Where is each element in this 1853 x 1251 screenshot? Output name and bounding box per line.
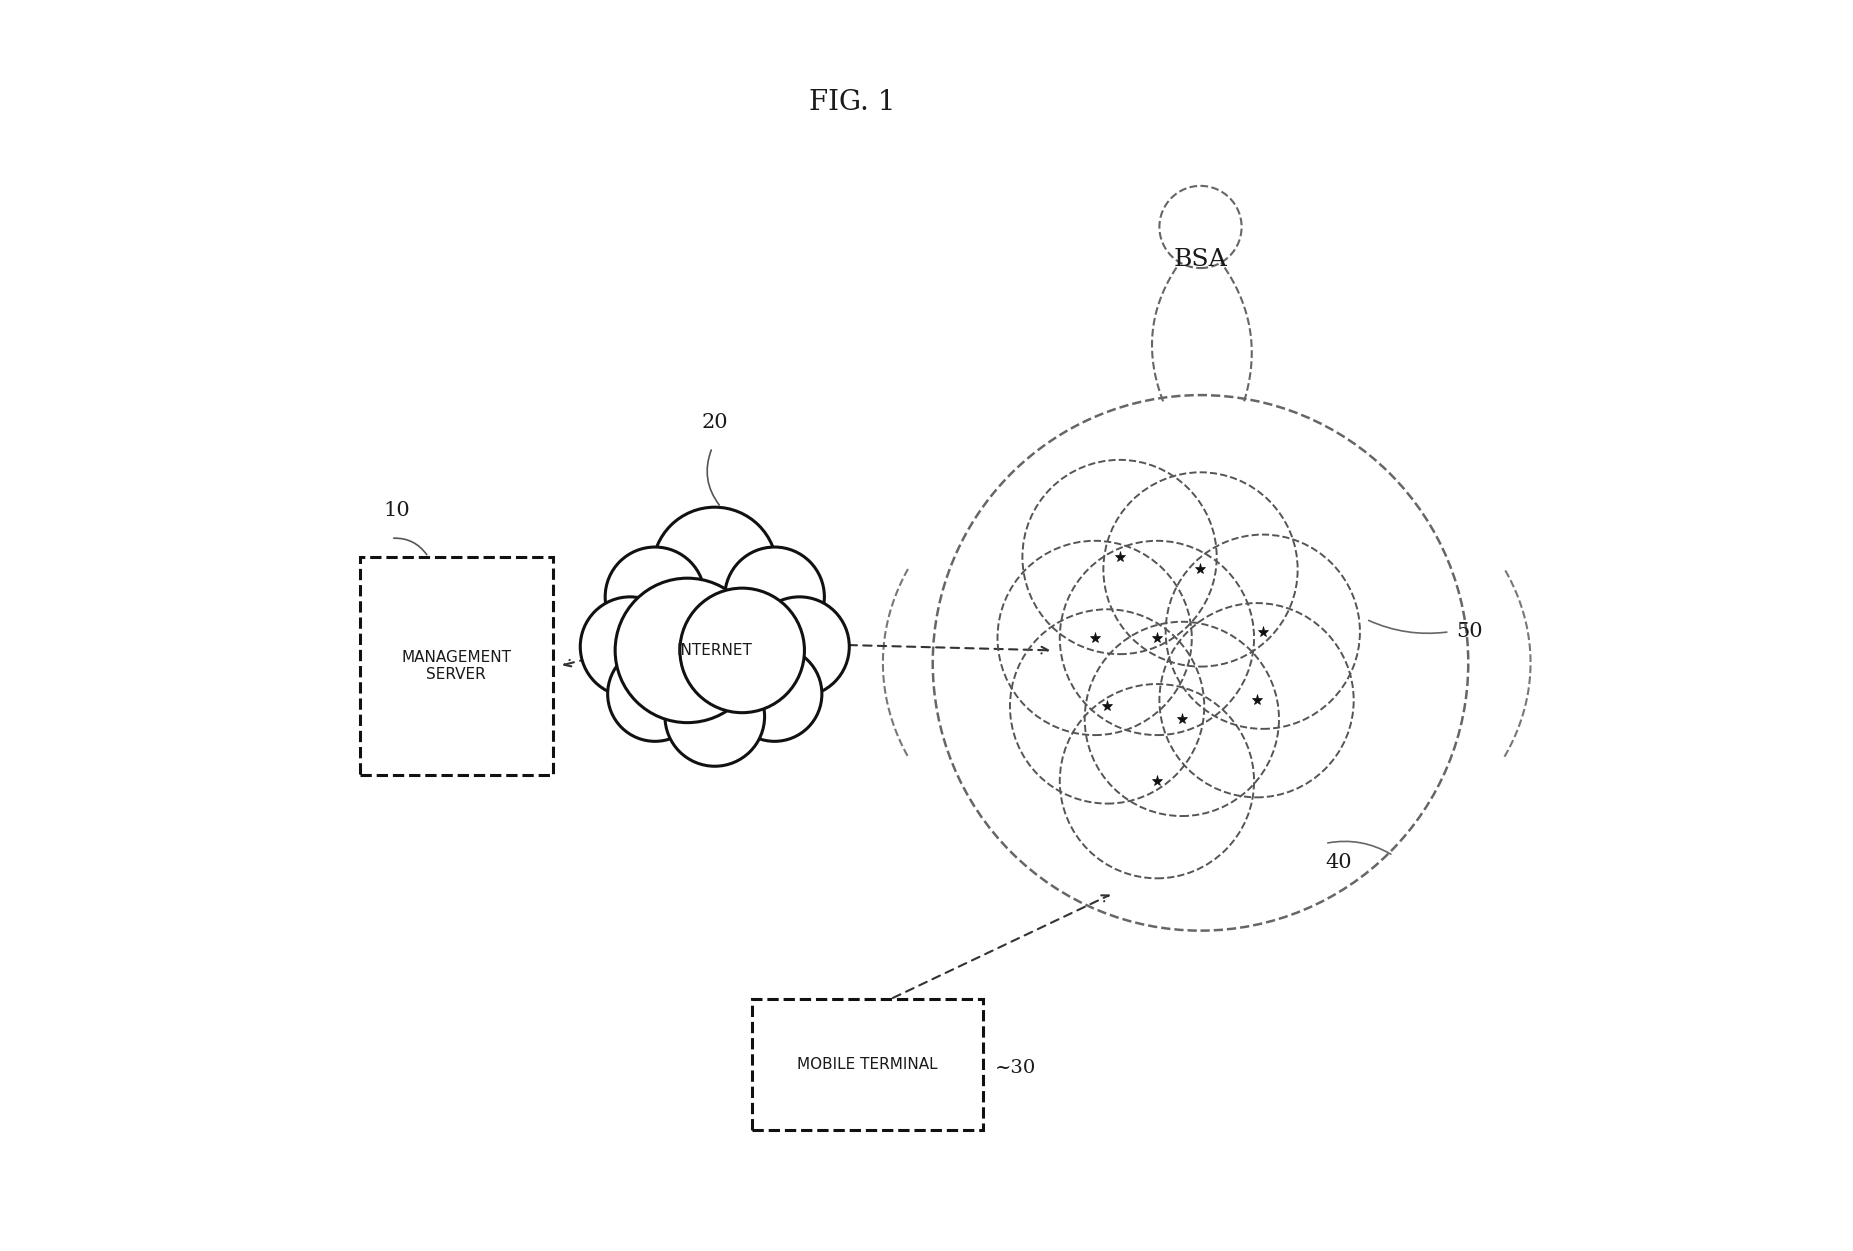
Text: INTERNET: INTERNET bbox=[676, 643, 752, 658]
Text: FIG. 1: FIG. 1 bbox=[808, 89, 895, 116]
FancyBboxPatch shape bbox=[752, 1000, 982, 1130]
FancyBboxPatch shape bbox=[359, 557, 552, 774]
Circle shape bbox=[726, 647, 823, 742]
Text: MANAGEMENT
SERVER: MANAGEMENT SERVER bbox=[402, 649, 511, 682]
Text: BSA: BSA bbox=[1173, 248, 1227, 270]
Circle shape bbox=[606, 547, 704, 647]
Circle shape bbox=[615, 578, 760, 723]
Circle shape bbox=[750, 597, 849, 697]
Circle shape bbox=[725, 547, 825, 647]
Circle shape bbox=[652, 507, 776, 632]
Circle shape bbox=[1160, 186, 1242, 268]
Circle shape bbox=[665, 667, 765, 766]
Text: MOBILE TERMINAL: MOBILE TERMINAL bbox=[797, 1057, 938, 1072]
Circle shape bbox=[608, 647, 702, 742]
Circle shape bbox=[597, 532, 834, 768]
Text: 40: 40 bbox=[1325, 853, 1351, 872]
Text: 20: 20 bbox=[702, 414, 728, 433]
Circle shape bbox=[580, 597, 680, 697]
Text: 10: 10 bbox=[384, 500, 411, 519]
Circle shape bbox=[680, 588, 804, 713]
Text: 50: 50 bbox=[1456, 622, 1482, 642]
Text: ~30: ~30 bbox=[995, 1058, 1036, 1077]
